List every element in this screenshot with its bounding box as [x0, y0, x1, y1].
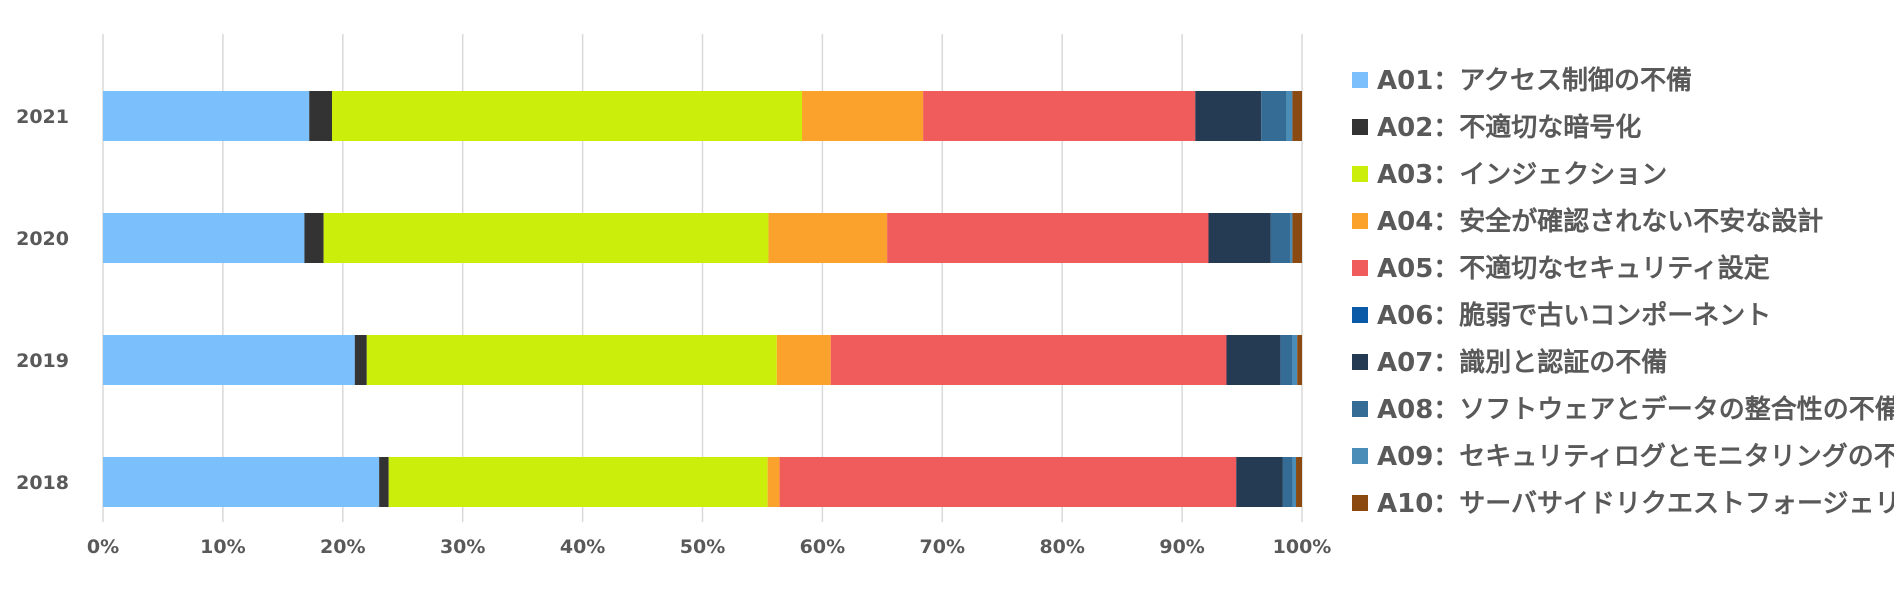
legend-label: A05：不適切なセキュリティ設定 [1377, 253, 1770, 284]
bar-segment [1292, 335, 1298, 385]
y-category-label: 2021 [16, 106, 69, 128]
legend-label: A02：不適切な暗号化 [1377, 112, 1641, 143]
bar-segment [103, 335, 355, 385]
bar-segment [767, 457, 780, 507]
bar-segment [768, 213, 888, 263]
bar-segment [1292, 457, 1297, 507]
bar-segment [1195, 91, 1262, 141]
bar-segment [1280, 335, 1293, 385]
legend-label: A03：インジェクション [1377, 160, 1667, 190]
x-tick-label: 70% [920, 536, 965, 558]
bar-segment [1226, 335, 1281, 385]
bar-segment [923, 91, 1196, 141]
x-tick-label: 60% [800, 536, 845, 558]
legend-swatch [1352, 166, 1368, 182]
bar-segment [379, 457, 389, 507]
y-category-label: 2019 [16, 350, 69, 372]
x-tick-label: 80% [1039, 536, 1084, 558]
y-category-label: 2020 [16, 228, 69, 250]
x-tick-label: 100% [1273, 536, 1332, 558]
x-tick-label: 90% [1159, 536, 1204, 558]
legend-swatch [1352, 448, 1368, 464]
bar-segment [1286, 91, 1293, 141]
bar-segment [366, 335, 777, 385]
legend-label: A08：ソフトウェアとデータの整合性の不備 [1377, 394, 1894, 425]
bar-segment [1297, 335, 1302, 385]
legend-swatch [1352, 260, 1368, 276]
bar-segment [1296, 457, 1302, 507]
bar-segment [887, 213, 1209, 263]
x-tick-label: 30% [440, 536, 485, 558]
y-category-label: 2018 [16, 472, 69, 494]
bar-segment [802, 91, 924, 141]
bar-segment [103, 457, 380, 507]
bar-segment [388, 457, 768, 507]
bar-segment [1282, 457, 1293, 507]
legend-label: A04：安全が確認されない不安な設計 [1377, 206, 1823, 237]
bar-segment [1236, 457, 1283, 507]
bar-segment [1208, 213, 1271, 263]
legend-swatch [1352, 495, 1368, 511]
bar-segment [1290, 213, 1293, 263]
legend-swatch [1352, 401, 1368, 417]
bar-segment [304, 213, 324, 263]
legend-label: A10：サーバサイドリクエストフォージェリ [1377, 489, 1894, 519]
legend-swatch [1352, 119, 1368, 135]
x-tick-label: 50% [680, 536, 725, 558]
legend-swatch [1352, 307, 1368, 323]
legend-label: A01：アクセス制御の不備 [1377, 65, 1692, 96]
x-tick-label: 40% [560, 536, 605, 558]
legend-swatch [1352, 72, 1368, 88]
bar-segment [309, 91, 333, 141]
x-tick-label: 10% [200, 536, 245, 558]
bar-segment [332, 91, 803, 141]
legend-swatch [1352, 354, 1368, 370]
bar-segment [779, 457, 1237, 507]
legend-swatch [1352, 213, 1368, 229]
bar-segment [103, 213, 305, 263]
bar-segment [776, 335, 831, 385]
legend-label: A06：脆弱で古いコンポーネント [1377, 300, 1771, 331]
bar-segment [323, 213, 769, 263]
bar-segment [830, 335, 1227, 385]
bar-segment [354, 335, 367, 385]
legend-label: A07：識別と認証の不備 [1377, 347, 1667, 378]
bar-segment [1270, 213, 1291, 263]
bar-segment [1292, 213, 1302, 263]
bar-segment [1292, 91, 1302, 141]
x-tick-label: 0% [87, 536, 119, 558]
bar-segment [103, 91, 310, 141]
legend-label: A09：セキュリティログとモニタリングの不備 [1377, 441, 1894, 472]
x-tick-label: 20% [320, 536, 365, 558]
bar-segment [1261, 91, 1287, 141]
